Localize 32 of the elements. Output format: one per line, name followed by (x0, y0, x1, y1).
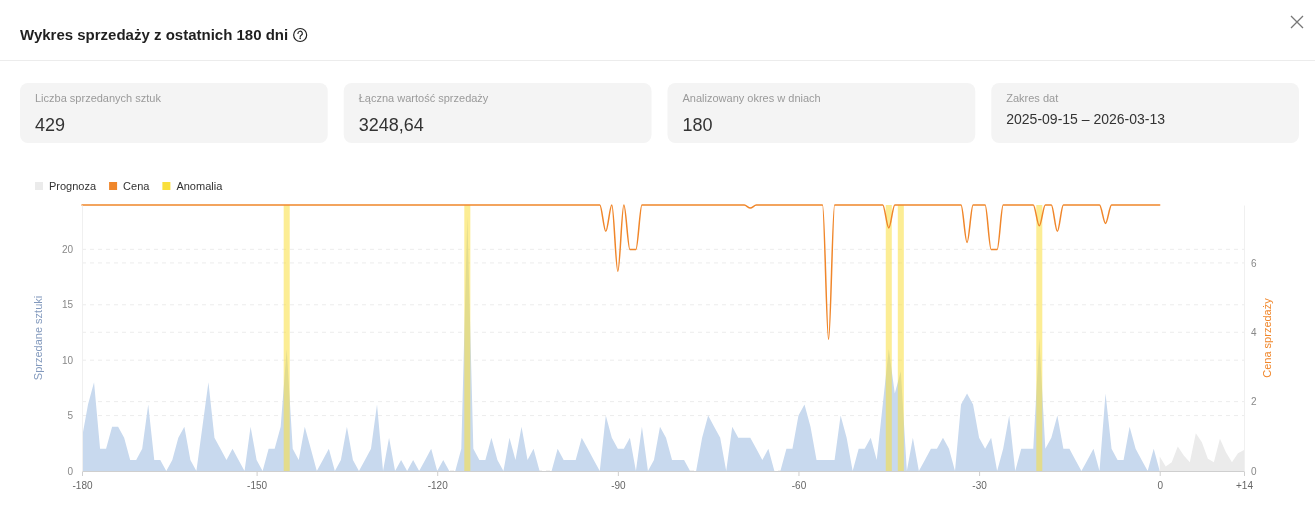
text: Liczba sprzedanych sztuk (35, 92, 162, 104)
y2-tick-label: 6 (1251, 257, 1257, 269)
text: Analizowany okres w dniach (682, 92, 821, 104)
text: 180 (682, 115, 713, 135)
y-axis-title: Sprzedane sztuki (32, 295, 44, 381)
y-tick-label: 10 (61, 354, 74, 366)
y2-tick-label: 4 (1251, 326, 1257, 338)
legend-label: Anomalia (176, 180, 224, 192)
y-tick-label: 20 (61, 244, 74, 256)
y-tick-label: 0 (67, 465, 74, 477)
text: Zakres dat (1006, 92, 1059, 104)
x-tick-label: -30 (972, 480, 988, 492)
y2-axis-title: Cena sprzedaży (1261, 297, 1273, 378)
text: Łączna wartość sprzedaży (358, 92, 489, 104)
text: 2025-09-15 – 2026-03-13 (1006, 111, 1166, 127)
x-tick-label: +14 (1236, 480, 1254, 492)
x-tick-label: -90 (611, 480, 627, 492)
line-series (81, 204, 1161, 340)
x-tick-label: -120 (427, 480, 449, 492)
text: 429 (35, 115, 66, 135)
y2-tick-label: 0 (1251, 465, 1257, 477)
text: Wykres sprzedaży z ostatnich 180 dni (20, 26, 289, 43)
text: 3248,64 (358, 115, 424, 135)
legend-label: Cena (123, 180, 151, 192)
y-tick-label: 15 (61, 299, 74, 311)
x-tick-label: -180 (72, 480, 93, 492)
y-tick-label: 5 (67, 410, 74, 422)
x-tick-label: -150 (247, 480, 268, 492)
legend-label: Prognoza (49, 180, 97, 192)
x-tick-label: -60 (791, 480, 807, 492)
x-tick-label: 0 (1157, 480, 1164, 492)
y2-tick-label: 2 (1251, 396, 1257, 408)
